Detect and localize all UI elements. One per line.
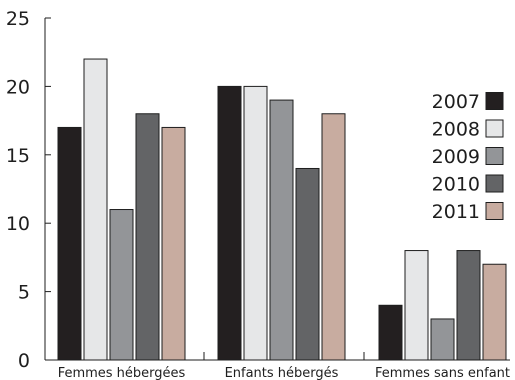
bar-2008-2 bbox=[404, 250, 429, 361]
legend-swatch-2007 bbox=[485, 92, 504, 110]
x-axis: Femmes hébergées Enfants hébergés Femmes s… bbox=[45, 352, 510, 380]
category-label: Femmes hébergées bbox=[58, 366, 186, 380]
bar-2008-0 bbox=[83, 58, 108, 361]
y-tick-label: 25 bbox=[6, 8, 30, 30]
bar-2008-1 bbox=[243, 85, 268, 361]
y-tick-label: 15 bbox=[6, 145, 30, 167]
bar-2009-0 bbox=[109, 209, 134, 361]
category-label: Enfants hébergés bbox=[225, 366, 339, 380]
bars bbox=[57, 58, 507, 361]
y-tick-label: 10 bbox=[6, 213, 30, 235]
legend: 2007 2008 2009 2010 2011 bbox=[432, 91, 504, 223]
legend-swatch-2010 bbox=[485, 174, 504, 193]
bar-2011-2 bbox=[482, 263, 507, 361]
bar-2007-2 bbox=[378, 304, 403, 361]
legend-label-2011: 2011 bbox=[432, 201, 480, 223]
y-tick-label: 5 bbox=[18, 282, 30, 304]
legend-swatch-2009 bbox=[485, 147, 504, 165]
bar-2009-1 bbox=[269, 99, 294, 361]
bar-2010-0 bbox=[135, 113, 160, 361]
legend-label-2010: 2010 bbox=[432, 174, 480, 196]
y-tick-label: 0 bbox=[18, 350, 30, 372]
legend-label-2008: 2008 bbox=[432, 119, 480, 141]
y-tick-label: 20 bbox=[6, 76, 30, 98]
legend-label-2009: 2009 bbox=[432, 146, 480, 168]
bar-2010-2 bbox=[456, 250, 481, 361]
y-axis: 0 5 10 15 20 25 bbox=[6, 8, 51, 372]
bar-2011-1 bbox=[321, 113, 346, 361]
bar-2010-1 bbox=[295, 167, 320, 361]
bar-2007-1 bbox=[217, 85, 242, 361]
legend-swatch-2011 bbox=[485, 202, 504, 220]
bar-2011-0 bbox=[161, 126, 186, 361]
category-label: Femmes sans enfant bbox=[375, 366, 510, 380]
bar-2009-2 bbox=[430, 318, 455, 361]
legend-label-2007: 2007 bbox=[432, 91, 480, 113]
legend-swatch-2008 bbox=[485, 119, 504, 138]
bar-2007-0 bbox=[57, 126, 82, 361]
